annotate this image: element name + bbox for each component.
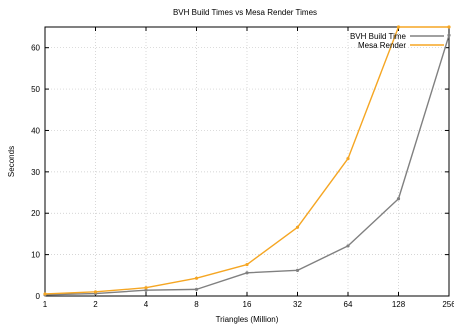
x-tick-label: 64 — [344, 300, 353, 309]
y-axis: 0 10 20 30 40 50 60 — [31, 44, 449, 301]
data-point — [447, 25, 451, 29]
x-tick-label: 16 — [243, 300, 252, 309]
y-tick-label: 30 — [31, 168, 40, 177]
x-tick-label: 4 — [144, 300, 149, 309]
y-tick-label: 0 — [36, 292, 41, 301]
legend-label: Mesa Render — [358, 41, 406, 50]
data-point — [144, 288, 148, 292]
x-tick-label: 32 — [293, 300, 302, 309]
x-tick-label: 256 — [442, 300, 454, 309]
y-axis-label: Seconds — [7, 146, 16, 177]
data-point — [295, 268, 300, 272]
x-tick-label: 8 — [194, 300, 199, 309]
y-tick-label: 10 — [31, 251, 40, 260]
data-point — [144, 286, 148, 290]
data-point — [346, 157, 350, 161]
y-tick-label: 50 — [31, 85, 40, 94]
y-tick-label: 60 — [31, 44, 40, 53]
data-point — [396, 197, 401, 201]
data-point — [295, 225, 300, 229]
series-layer — [43, 25, 451, 297]
y-tick-label: 40 — [31, 126, 40, 135]
x-tick-label: 2 — [93, 300, 98, 309]
data-point — [346, 244, 350, 248]
data-point — [396, 25, 401, 29]
data-point — [93, 290, 98, 294]
data-point — [245, 262, 249, 267]
data-point — [245, 271, 249, 275]
x-axis: 1 2 4 8 16 32 64 128 256 — [43, 27, 454, 309]
series-2 — [43, 25, 451, 296]
series-line — [44, 26, 449, 295]
data-point — [447, 33, 451, 37]
x-axis-label: Triangles (Million) — [216, 315, 279, 324]
data-point — [194, 287, 199, 291]
chart-title: BVH Build Times vs Mesa Render Times — [173, 8, 317, 17]
data-point — [194, 276, 199, 280]
x-tick-label: 128 — [392, 300, 406, 309]
data-point — [43, 292, 47, 296]
x-tick-label: 1 — [43, 300, 48, 309]
grid-lines — [45, 27, 449, 296]
y-tick-label: 20 — [31, 209, 40, 218]
legend-label: BVH Build Time — [350, 32, 407, 41]
